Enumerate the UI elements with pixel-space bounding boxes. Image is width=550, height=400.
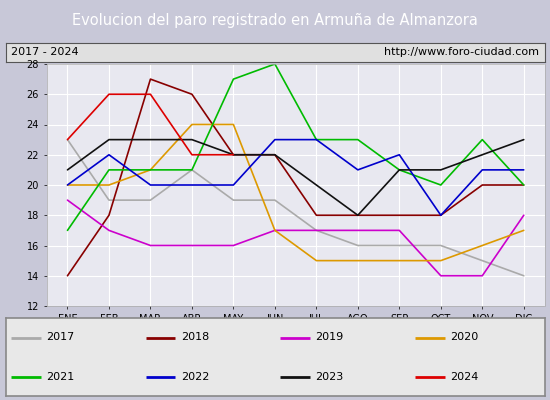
Text: Evolucion del paro registrado en Armuña de Almanzora: Evolucion del paro registrado en Armuña … [72, 14, 478, 28]
Text: 2020: 2020 [450, 332, 478, 342]
Text: 2021: 2021 [46, 372, 74, 382]
Text: 2017 - 2024: 2017 - 2024 [11, 47, 79, 57]
Text: 2017: 2017 [46, 332, 74, 342]
Text: 2022: 2022 [180, 372, 209, 382]
Text: 2018: 2018 [180, 332, 209, 342]
Text: 2024: 2024 [450, 372, 478, 382]
Text: http://www.foro-ciudad.com: http://www.foro-ciudad.com [384, 47, 539, 57]
Text: 2023: 2023 [316, 372, 344, 382]
Text: 2019: 2019 [316, 332, 344, 342]
